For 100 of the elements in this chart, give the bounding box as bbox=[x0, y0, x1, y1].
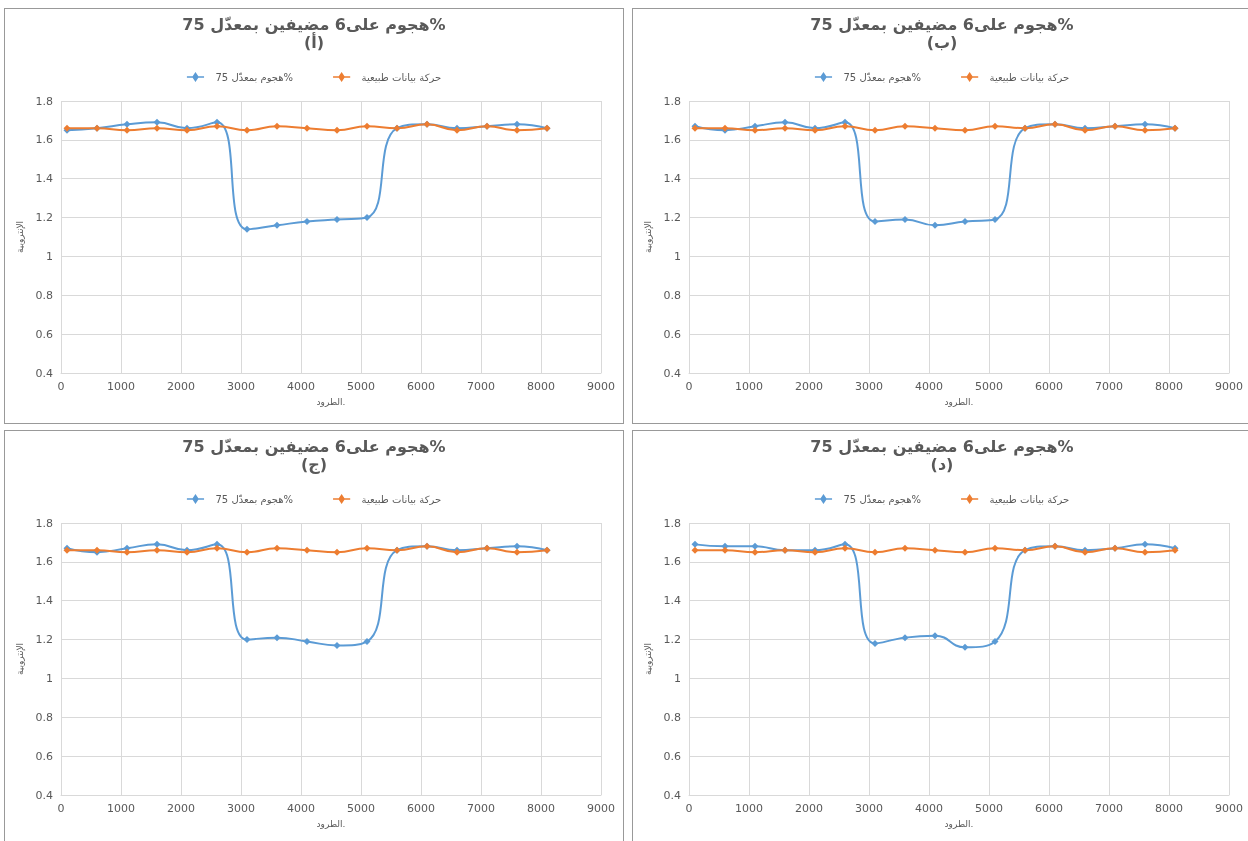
point bbox=[691, 540, 699, 548]
y-tick-label: 0.8 bbox=[35, 710, 53, 724]
y-axis-title: الإنتروبية bbox=[15, 220, 27, 254]
x-tick-label: 7000 bbox=[1095, 380, 1123, 393]
chart-title: هجوم على6 مضيفين بمعدّل 75% bbox=[182, 14, 446, 34]
x-tick-label: 1000 bbox=[735, 802, 763, 815]
point bbox=[871, 548, 879, 556]
x-tick-label: 8000 bbox=[527, 802, 555, 815]
chart-subtitle: (أ) bbox=[303, 31, 325, 52]
chart-subtitle: (ب) bbox=[926, 32, 958, 52]
point bbox=[991, 216, 999, 224]
point bbox=[901, 216, 909, 224]
point bbox=[871, 126, 879, 134]
point bbox=[333, 216, 341, 224]
point bbox=[1141, 540, 1149, 548]
point bbox=[991, 544, 999, 552]
point bbox=[303, 638, 311, 646]
point bbox=[363, 214, 371, 222]
legend-label: حركة بيانات طبيعية bbox=[361, 71, 442, 83]
chart-subtitle: (د) bbox=[930, 454, 954, 474]
point bbox=[901, 122, 909, 130]
x-tick-label: 5000 bbox=[347, 380, 375, 393]
x-tick-label: 9000 bbox=[587, 802, 615, 815]
x-tick-label: 8000 bbox=[1155, 380, 1183, 393]
point bbox=[273, 221, 281, 229]
point bbox=[841, 122, 849, 130]
y-tick-label: 0.6 bbox=[35, 327, 53, 341]
y-tick-label: 1.6 bbox=[663, 133, 681, 147]
y-tick-label: 1.2 bbox=[663, 211, 681, 225]
point bbox=[901, 634, 909, 642]
point bbox=[363, 122, 371, 130]
x-tick-label: 8000 bbox=[527, 380, 555, 393]
x-tick-label: 4000 bbox=[287, 802, 315, 815]
point bbox=[303, 546, 311, 554]
point bbox=[1141, 126, 1149, 134]
y-axis-title: الإنتروبية bbox=[643, 220, 655, 254]
x-axis-title: الطرود. bbox=[944, 396, 974, 407]
y-tick-label: 1.4 bbox=[35, 172, 53, 186]
y-axis-title: الإنتروبية bbox=[15, 642, 27, 676]
y-tick-label: 0.4 bbox=[663, 366, 681, 380]
point bbox=[123, 120, 131, 128]
legend-label: حركة بيانات طبيعية bbox=[361, 493, 442, 505]
x-tick-label: 3000 bbox=[227, 380, 255, 393]
point bbox=[1141, 548, 1149, 556]
point bbox=[333, 548, 341, 556]
y-tick-label: 0.6 bbox=[663, 749, 681, 763]
point bbox=[333, 641, 341, 649]
point bbox=[303, 124, 311, 132]
y-tick-label: 1.2 bbox=[663, 633, 681, 647]
point bbox=[153, 118, 161, 126]
x-tick-label: 0 bbox=[685, 802, 693, 815]
point bbox=[513, 542, 521, 550]
y-tick-label: 0.6 bbox=[35, 749, 53, 763]
x-tick-label: 1000 bbox=[735, 380, 763, 393]
x-tick-label: 4000 bbox=[915, 802, 943, 815]
point bbox=[841, 544, 849, 552]
x-tick-label: 7000 bbox=[467, 380, 495, 393]
point bbox=[513, 120, 521, 128]
point bbox=[333, 126, 341, 134]
point bbox=[751, 126, 759, 134]
chart-title: هجوم على6 مضيفين بمعدّل 75% bbox=[810, 436, 1074, 456]
x-axis-title: الطرود. bbox=[316, 818, 346, 829]
y-tick-label: 0.8 bbox=[663, 288, 681, 302]
y-tick-label: 0.4 bbox=[35, 788, 53, 802]
chart-title: هجوم على6 مضيفين بمعدّل 75% bbox=[810, 14, 1074, 34]
y-tick-label: 1.4 bbox=[663, 172, 681, 186]
point bbox=[243, 636, 251, 644]
point bbox=[273, 634, 281, 642]
y-tick-label: 0.8 bbox=[663, 710, 681, 724]
x-tick-label: 5000 bbox=[975, 380, 1003, 393]
point bbox=[931, 221, 939, 229]
x-tick-label: 9000 bbox=[1215, 802, 1243, 815]
point bbox=[781, 118, 789, 126]
y-tick-label: 1.8 bbox=[35, 516, 53, 530]
point bbox=[901, 544, 909, 552]
x-tick-label: 1000 bbox=[107, 802, 135, 815]
legend-label: حركة بيانات طبيعية bbox=[989, 71, 1070, 83]
y-tick-label: 1.6 bbox=[35, 133, 53, 147]
y-tick-label: 1.8 bbox=[663, 94, 681, 108]
point bbox=[1141, 120, 1149, 128]
x-axis-title: الطرود. bbox=[316, 396, 346, 407]
x-tick-label: 2000 bbox=[795, 380, 823, 393]
point bbox=[991, 638, 999, 646]
y-tick-label: 1 bbox=[674, 249, 681, 263]
point bbox=[513, 548, 521, 556]
y-tick-label: 1.4 bbox=[663, 594, 681, 608]
y-tick-label: 0.4 bbox=[663, 788, 681, 802]
x-tick-label: 2000 bbox=[795, 802, 823, 815]
point bbox=[871, 639, 879, 647]
legend-label: هجوم بمعدّل 75% bbox=[843, 493, 922, 505]
x-tick-label: 0 bbox=[57, 802, 65, 815]
y-tick-label: 1 bbox=[674, 671, 681, 685]
x-tick-label: 4000 bbox=[287, 380, 315, 393]
legend-label: هجوم بمعدّل 75% bbox=[843, 71, 922, 83]
x-tick-label: 0 bbox=[57, 380, 65, 393]
x-tick-label: 5000 bbox=[975, 802, 1003, 815]
y-axis-title: الإنتروبية bbox=[643, 642, 655, 676]
y-tick-label: 0.6 bbox=[663, 327, 681, 341]
point bbox=[303, 217, 311, 225]
y-tick-label: 1.8 bbox=[663, 516, 681, 530]
